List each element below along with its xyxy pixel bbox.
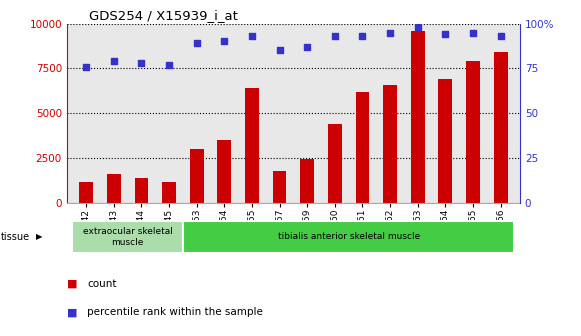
Point bbox=[468, 30, 478, 35]
Point bbox=[358, 33, 367, 39]
Bar bbox=[439, 79, 452, 203]
Point bbox=[275, 48, 284, 53]
Text: ▶: ▶ bbox=[36, 233, 42, 241]
Text: extraocular skeletal
muscle: extraocular skeletal muscle bbox=[83, 227, 173, 247]
Bar bbox=[162, 182, 176, 203]
Point bbox=[192, 41, 202, 46]
Point bbox=[109, 58, 119, 64]
Text: percentile rank within the sample: percentile rank within the sample bbox=[87, 307, 263, 318]
Bar bbox=[328, 124, 342, 203]
Point bbox=[81, 64, 91, 69]
Bar bbox=[272, 171, 286, 203]
Point bbox=[164, 62, 174, 68]
Bar bbox=[245, 88, 259, 203]
FancyBboxPatch shape bbox=[73, 221, 183, 253]
Bar bbox=[300, 159, 314, 203]
FancyBboxPatch shape bbox=[183, 221, 514, 253]
Bar bbox=[383, 85, 397, 203]
Point bbox=[441, 32, 450, 37]
Point bbox=[137, 60, 146, 66]
Bar bbox=[217, 140, 231, 203]
Bar bbox=[107, 174, 121, 203]
Bar bbox=[466, 61, 480, 203]
Text: tissue: tissue bbox=[1, 232, 30, 242]
Point bbox=[385, 30, 394, 35]
Text: ■: ■ bbox=[67, 307, 77, 318]
Bar bbox=[135, 178, 148, 203]
Text: count: count bbox=[87, 279, 117, 289]
Bar bbox=[190, 150, 203, 203]
Point bbox=[413, 25, 422, 30]
Point bbox=[330, 33, 339, 39]
Text: GDS254 / X15939_i_at: GDS254 / X15939_i_at bbox=[89, 9, 238, 23]
Point bbox=[303, 44, 312, 50]
Bar bbox=[356, 92, 370, 203]
Bar bbox=[411, 31, 425, 203]
Text: tibialis anterior skeletal muscle: tibialis anterior skeletal muscle bbox=[278, 233, 420, 241]
Text: ■: ■ bbox=[67, 279, 77, 289]
Point bbox=[496, 33, 505, 39]
Point bbox=[220, 39, 229, 44]
Bar bbox=[79, 182, 93, 203]
Point bbox=[248, 33, 257, 39]
Bar bbox=[494, 52, 508, 203]
